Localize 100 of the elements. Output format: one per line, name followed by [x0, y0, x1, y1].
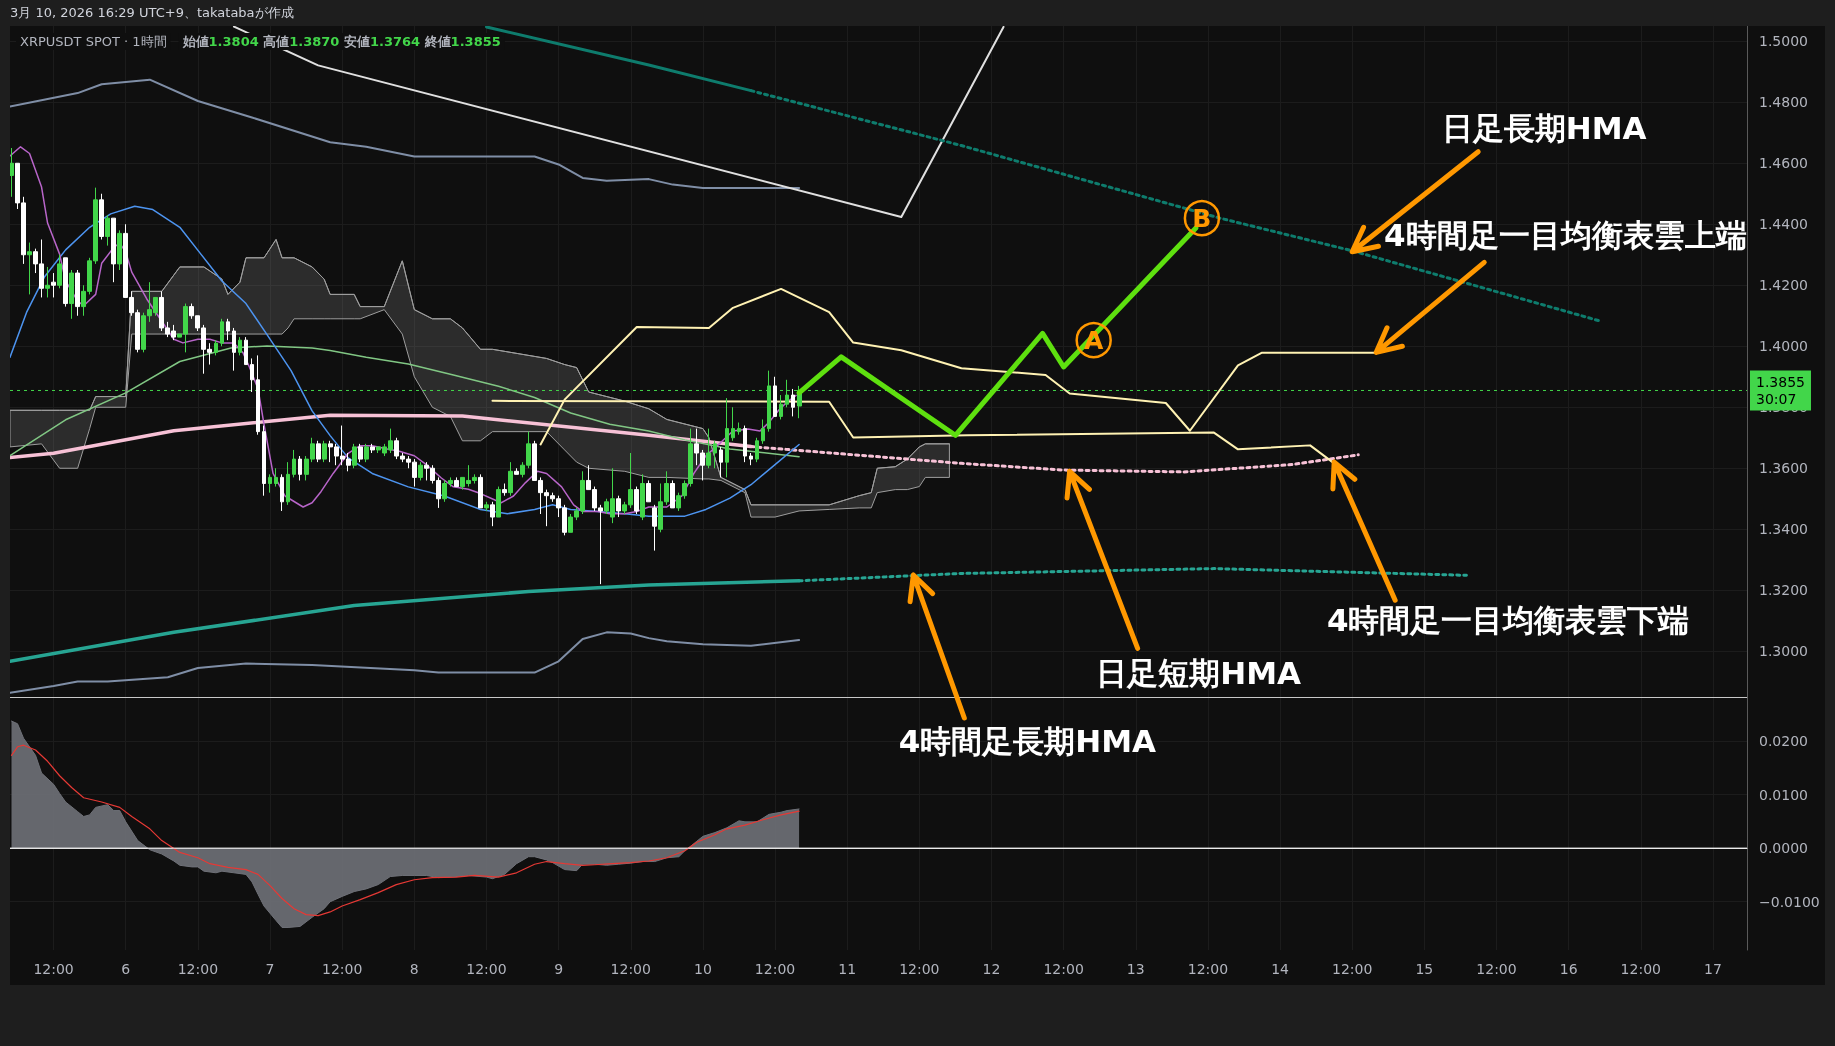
annotation: B — [1192, 203, 1212, 233]
y-tick-label: 0.0000 — [1759, 840, 1808, 857]
candlestick — [743, 425, 747, 463]
x-tick-label: 12 — [982, 961, 1001, 977]
candlestick — [232, 327, 236, 372]
x-tick-label: 12:00 — [1332, 961, 1373, 977]
candlestick — [105, 214, 110, 247]
candlestick — [713, 440, 717, 469]
candlestick — [298, 455, 302, 481]
candlestick — [322, 440, 327, 463]
candlestick — [27, 242, 32, 295]
candlestick — [256, 354, 260, 436]
y-tick-label: 1.4600 — [1759, 155, 1808, 172]
candlestick — [478, 473, 483, 509]
candlestick — [652, 504, 657, 552]
y-tick-label: 1.4400 — [1759, 216, 1808, 233]
text: 始値1.3804 高値1.3870 安値1.3764 終値1.3855 — [181, 34, 501, 49]
y-tick-label: 1.4000 — [1759, 338, 1808, 355]
candlestick — [111, 217, 116, 283]
x-tick-label: 12:00 — [754, 961, 796, 977]
candlestick — [634, 486, 639, 515]
candlestick — [280, 473, 284, 512]
candlestick — [244, 336, 248, 366]
candlestick — [268, 473, 272, 494]
x-tick-label: 8 — [409, 961, 419, 977]
ref-line-label: 1.3855 30:07 — [1756, 373, 1805, 407]
annotation: 4時間足一目均衡表雲上端 — [1383, 217, 1747, 254]
candlestick — [502, 483, 507, 497]
candlestick — [670, 479, 675, 509]
candlestick — [10, 147, 14, 198]
line-series — [10, 744, 800, 917]
x-tick-label: 12:00 — [466, 961, 507, 977]
y-tick-label: 1.3000 — [1759, 643, 1808, 660]
candlestick — [117, 229, 122, 271]
candlestick — [496, 486, 501, 518]
candlestick — [262, 425, 266, 497]
candlestick — [484, 501, 489, 512]
y-tick-label: 1.3600 — [1759, 460, 1808, 477]
x-tick-label: 7 — [265, 961, 275, 977]
candlestick — [706, 428, 711, 469]
x-tick-label: 12:00 — [1043, 961, 1084, 977]
candlestick — [51, 272, 56, 298]
annotation: 日足長期HMA — [1441, 109, 1647, 146]
candlestick — [364, 443, 369, 463]
candlestick — [250, 357, 254, 393]
y-tick-label: 1.3200 — [1759, 582, 1808, 599]
candlestick — [761, 418, 765, 445]
candlestick — [755, 437, 759, 463]
candlestick — [646, 479, 651, 503]
candlestick — [292, 449, 296, 478]
candlestick — [274, 467, 278, 488]
text: 3月 10, 2026 16:29 UTC+9、takatabaが作成 — [10, 5, 294, 21]
candlestick — [226, 318, 230, 341]
candlestick — [731, 406, 735, 442]
x-tick-label: 17 — [1704, 961, 1722, 977]
candlestick — [316, 440, 321, 463]
candlestick — [238, 336, 242, 356]
candlestick — [63, 257, 68, 308]
candlestick — [45, 266, 50, 298]
y-tick-label: 1.3400 — [1759, 521, 1808, 538]
candlestick — [352, 443, 357, 469]
candlestick — [286, 461, 290, 506]
candlestick — [640, 473, 645, 521]
line-series — [10, 146, 797, 515]
candlestick — [220, 318, 224, 347]
y-tick-label: −0.0100 — [1759, 893, 1820, 910]
candlestick — [418, 461, 423, 481]
candlestick — [514, 467, 519, 475]
line-series — [10, 345, 800, 458]
x-tick-label: 12:00 — [610, 961, 651, 977]
candlestick — [214, 339, 218, 356]
candlestick — [370, 443, 375, 454]
text: XRPUSDT SPOT · 1時間 — [20, 34, 167, 49]
x-tick-label: 14 — [1271, 961, 1290, 977]
candlestick — [719, 446, 723, 478]
y-tick-label: 0.0200 — [1759, 732, 1808, 749]
line-series — [10, 78, 801, 189]
candlestick — [508, 461, 513, 497]
y-tick-label: 0.0100 — [1759, 786, 1808, 803]
candlestick — [490, 501, 495, 527]
x-tick-label: 12:00 — [177, 961, 219, 977]
candlestick — [69, 269, 74, 320]
candlestick — [358, 443, 363, 463]
candlestick — [779, 394, 783, 420]
y-tick-label: 1.4200 — [1759, 277, 1808, 294]
candlestick — [75, 269, 80, 317]
candlestick — [749, 452, 753, 466]
line-series — [10, 205, 800, 517]
candlestick — [99, 193, 104, 240]
candlestick — [737, 422, 741, 436]
y-tick-label: 1.5000 — [1759, 33, 1808, 50]
x-tick-label: 12:00 — [1476, 961, 1517, 977]
x-tick-label: 6 — [121, 961, 131, 977]
x-tick-label: 12:00 — [33, 961, 74, 977]
candlestick — [725, 397, 729, 478]
candlestick — [454, 476, 459, 488]
candlestick — [773, 376, 777, 417]
annotation: 4時間足一目均衡表雲下端 — [1326, 602, 1690, 639]
x-tick-label: 9 — [554, 961, 564, 977]
x-tick-label: 12:00 — [1187, 961, 1229, 977]
